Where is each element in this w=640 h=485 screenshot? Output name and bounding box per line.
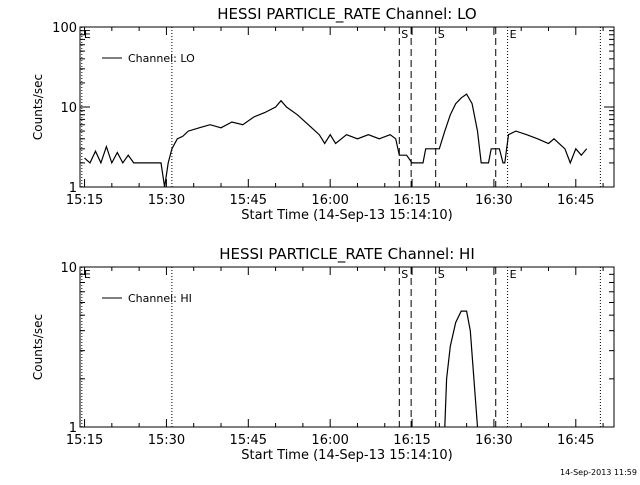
y-tick-label: 10: [60, 261, 77, 276]
footer-timestamp: 14-Sep-2013 11:59: [560, 468, 637, 477]
x-tick-label: 16:30: [475, 193, 512, 208]
x-tick-label: 15:30: [148, 433, 185, 448]
x-tick-label: 16:00: [311, 433, 348, 448]
chart-hi: HESSI PARTICLE_RATE Channel: HI Counts/se…: [31, 245, 615, 463]
y-tick-label: 1: [69, 421, 77, 436]
x-tick-label: 16:00: [311, 193, 348, 208]
marker-label: S: [401, 268, 408, 281]
x-tick-label: 16:15: [393, 193, 430, 208]
y-axis-label: Counts/sec: [31, 74, 45, 140]
x-tick-label: 15:45: [230, 433, 267, 448]
x-tick-label: 15:15: [66, 433, 103, 448]
x-tick-label: 16:15: [393, 433, 430, 448]
y-axis-label: Counts/sec: [31, 314, 45, 380]
legend-label: Channel: HI: [128, 292, 192, 305]
x-tick-label: 16:45: [557, 433, 594, 448]
x-tick-label: 16:30: [475, 433, 512, 448]
x-axis-label: Start Time (14-Sep-13 15:14:10): [241, 448, 452, 463]
x-tick-label: 15:30: [148, 193, 185, 208]
marker-label: S: [401, 28, 408, 41]
chart-title: HESSI PARTICLE_RATE Channel: HI: [219, 245, 475, 264]
series-line: [84, 93, 588, 188]
marker-label: S: [438, 28, 445, 41]
x-tick-label: 15:15: [66, 193, 103, 208]
series-line: [444, 310, 479, 428]
plot-frame: [79, 266, 615, 428]
x-tick-label: 16:45: [557, 193, 594, 208]
x-axis-label: Start Time (14-Sep-13 15:14:10): [241, 208, 452, 223]
chart-lo: HESSI PARTICLE_RATE Channel: LO Counts/se…: [31, 5, 615, 223]
legend-label: Channel: LO: [128, 52, 195, 65]
y-tick-label: 10: [60, 101, 77, 116]
chart-title: HESSI PARTICLE_RATE Channel: LO: [217, 5, 476, 24]
marker-label: E: [84, 268, 91, 281]
marker-label: S: [438, 268, 445, 281]
x-tick-label: 15:45: [230, 193, 267, 208]
y-tick-label: 100: [52, 21, 77, 36]
marker-label: E: [84, 28, 91, 41]
marker-label: E: [510, 268, 517, 281]
y-tick-label: 1: [69, 181, 77, 196]
marker-label: E: [510, 28, 517, 41]
